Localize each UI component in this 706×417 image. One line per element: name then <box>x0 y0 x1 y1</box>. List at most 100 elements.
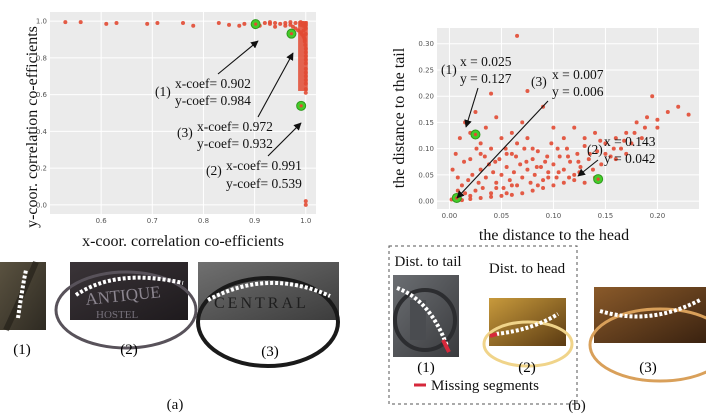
right-point-43 <box>564 146 569 151</box>
right-point-130 <box>555 146 560 151</box>
right-point-116 <box>546 175 551 180</box>
right-point-26 <box>518 162 523 167</box>
right-point-31 <box>530 157 535 162</box>
right-point-35 <box>541 178 546 183</box>
right-point-86 <box>525 88 530 93</box>
right-x-tick-0: 0.00 <box>442 212 458 220</box>
right-point-79 <box>509 130 514 135</box>
left-point-16 <box>283 21 288 26</box>
right-point-92 <box>593 130 598 135</box>
right-point-40 <box>554 175 559 180</box>
right-point-137 <box>632 130 637 135</box>
grid-right <box>437 28 699 209</box>
annotation-2-id: (2) <box>206 163 222 178</box>
right-point-127 <box>524 159 529 164</box>
right-y-tick-0: 0.00 <box>418 198 434 206</box>
annotation-b3-x: x = 0.007 <box>552 67 604 82</box>
box-title-head: Dist. to head <box>489 261 566 277</box>
left-y-tick-3: 0.6 <box>36 91 48 99</box>
right-point-95 <box>624 151 629 156</box>
right-point-5 <box>463 191 468 196</box>
right-point-76 <box>494 115 499 120</box>
right-point-81 <box>520 120 525 125</box>
right-point-102 <box>520 191 525 196</box>
annotation-1-xcoef: x-coef= 0.902 <box>175 76 251 91</box>
left-highlight-core-2 <box>299 104 303 108</box>
right-point-29 <box>525 167 530 172</box>
dashed-comparison-box <box>388 245 578 405</box>
right-point-120 <box>455 175 460 180</box>
annotation-1-arrow <box>217 40 259 75</box>
left-point-0 <box>63 20 68 25</box>
annotation-b3-arrow <box>456 100 549 199</box>
crop-image-b3 <box>588 287 706 383</box>
right-point-106 <box>561 180 566 185</box>
right-point-56 <box>619 146 624 151</box>
right-point-39 <box>551 162 556 167</box>
right-point-30 <box>528 180 533 185</box>
right-point-121 <box>462 159 467 164</box>
left-point-53 <box>303 199 308 204</box>
right-point-93 <box>603 151 608 156</box>
crop-label-b1: (1) <box>417 360 435 376</box>
right-highlight-core-2 <box>596 177 600 181</box>
annotation-3-ycoef: y-coef= 0.932 <box>197 136 273 151</box>
right-point-85 <box>489 91 494 96</box>
left-point-15 <box>278 21 283 26</box>
chart-left: 0.6 0.7 0.8 0.9 1.0 0.0 0.2 0.4 0.6 0.8 1.0 (1) x… <box>24 12 316 250</box>
right-point-78 <box>504 151 509 156</box>
right-point-24 <box>511 170 516 175</box>
right-point-134 <box>598 138 603 143</box>
right-point-42 <box>561 167 566 172</box>
left-point-50 <box>273 24 278 29</box>
left-point-1 <box>78 20 83 25</box>
annotation-b2-id: (2) <box>587 142 603 157</box>
right-point-49 <box>586 157 591 162</box>
box-title-tail: Dist. to tail <box>394 254 461 270</box>
left-x-tick-2: 0.8 <box>198 217 209 225</box>
left-point-9 <box>237 23 242 28</box>
right-point-98 <box>478 195 483 200</box>
right-point-9 <box>473 188 478 193</box>
right-point-77 <box>499 136 504 141</box>
caption-b: (b) <box>568 398 586 414</box>
crop-label-b2: (2) <box>518 360 536 376</box>
crop-label-b3: (3) <box>639 360 657 376</box>
right-point-36 <box>543 159 548 164</box>
x-axis-label-right: the distance to the head <box>479 227 629 244</box>
crop-image-a2: ANTIQUE HOSTEL <box>54 262 198 350</box>
right-point-83 <box>530 146 535 151</box>
left-highlight-core-0 <box>254 22 258 26</box>
right-point-17 <box>494 180 499 185</box>
right-y-tick-6: 0.30 <box>418 40 434 48</box>
y-tick-labels-left: 0.0 0.2 0.4 0.6 0.8 1.0 <box>36 18 48 210</box>
right-point-107 <box>572 178 577 183</box>
right-point-73 <box>478 141 483 146</box>
left-point-2 <box>104 21 109 26</box>
right-point-19 <box>499 172 504 177</box>
right-point-111 <box>478 151 483 156</box>
crop-image-b1 <box>393 275 459 357</box>
right-point-37 <box>546 170 551 175</box>
right-point-48 <box>582 144 587 149</box>
right-point-65 <box>676 104 681 109</box>
right-point-132 <box>576 159 581 164</box>
right-point-34 <box>538 165 543 170</box>
right-y-tick-2: 0.10 <box>418 145 434 153</box>
right-point-51 <box>595 149 600 154</box>
left-y-tick-1: 0.2 <box>36 165 47 173</box>
annotation-b1-id: (1) <box>441 62 457 77</box>
right-point-69 <box>457 136 462 141</box>
left-point-3 <box>114 21 119 26</box>
left-y-tick-0: 0.0 <box>36 201 47 209</box>
right-point-60 <box>639 136 644 141</box>
right-point-105 <box>551 183 556 188</box>
right-point-136 <box>622 138 627 143</box>
annotation-b2-x: x = 0.143 <box>604 134 656 149</box>
crop-label-a3: (3) <box>261 344 279 360</box>
right-point-133 <box>587 151 592 156</box>
annotation-b3-id: (3) <box>531 74 547 89</box>
right-point-89 <box>561 136 566 141</box>
right-point-22 <box>507 178 512 183</box>
right-point-41 <box>557 154 562 159</box>
